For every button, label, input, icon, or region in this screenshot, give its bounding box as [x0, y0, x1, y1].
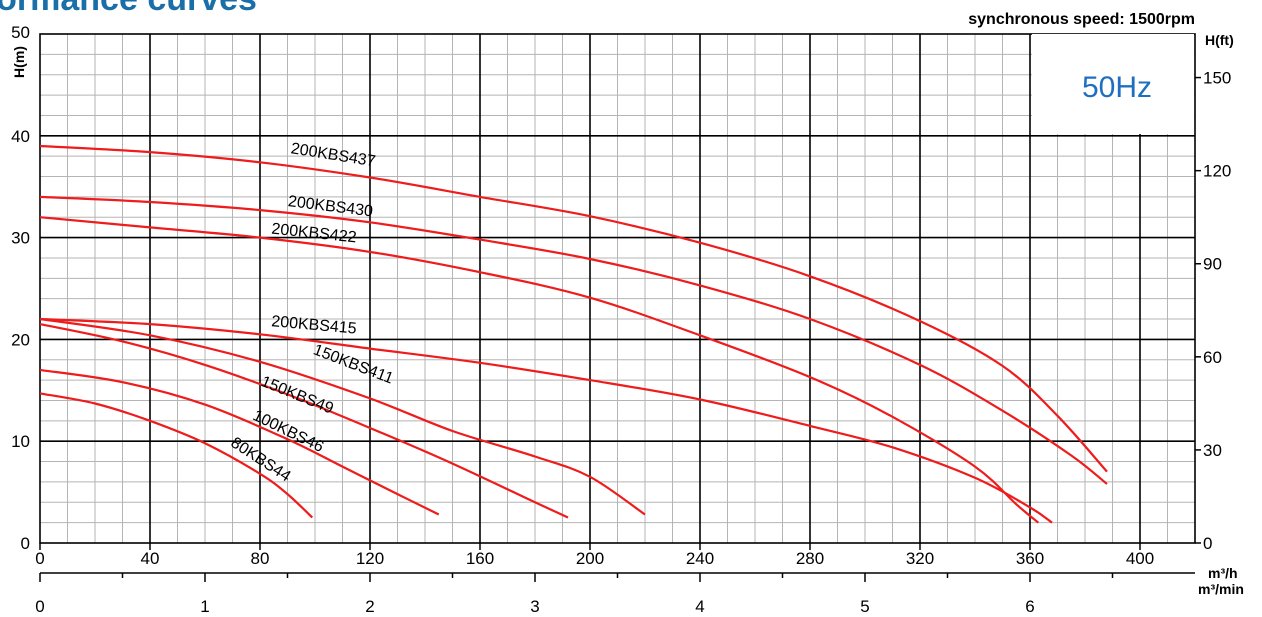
x-axis-label-secondary: m³/min	[1198, 581, 1244, 597]
curve-label-200KBS415: 200KBS415	[271, 313, 358, 337]
plot-frame	[39, 33, 1196, 544]
x-tick-label: 160	[466, 549, 494, 568]
minor-grid	[40, 34, 1196, 543]
x-tick-label: 280	[796, 549, 824, 568]
badge-box	[1032, 34, 1194, 134]
y-tick-label-right: 120	[1203, 162, 1231, 181]
curve-200KBS430	[39, 195, 1108, 485]
secondary-x-tick-label: 6	[1025, 597, 1034, 616]
y-tick-label-left: 40	[11, 127, 30, 146]
frequency-badge: 50Hz	[1082, 71, 1152, 104]
x-tick-label: 360	[1016, 549, 1044, 568]
curve-200KBS422	[39, 216, 1039, 524]
x-axis-label: m³/h	[1208, 565, 1238, 581]
chart-title: Performance curves	[0, 0, 257, 18]
curve-150KBS411	[39, 317, 646, 516]
secondary-x-tick-label: 4	[695, 597, 704, 616]
x-tick-label: 80	[251, 549, 270, 568]
y-tick-label-right: 90	[1203, 255, 1222, 274]
x-tick-label: 320	[906, 549, 934, 568]
secondary-x-tick-label: 3	[530, 597, 539, 616]
secondary-x-tick-label: 1	[200, 597, 209, 616]
x-tick-label: 0	[35, 549, 44, 568]
x-tick-label: 120	[356, 549, 384, 568]
y-tick-label-right: 30	[1203, 441, 1222, 460]
curve-label-200KBS437: 200KBS437	[290, 140, 377, 170]
curve-200KBS415	[39, 317, 1053, 524]
x-tick-label: 200	[576, 549, 604, 568]
curve-100KBS46	[39, 368, 440, 516]
y-tick-label-left: 20	[11, 330, 30, 349]
curve-label-200KBS422: 200KBS422	[271, 221, 358, 247]
curve-label-150KBS411: 150KBS411	[311, 342, 396, 388]
y-tick-label-left: 0	[21, 534, 30, 553]
secondary-x-tick-label: 2	[365, 597, 374, 616]
curve-200KBS437	[39, 144, 1108, 473]
y-tick-label-left: 50	[11, 23, 30, 42]
y-axis-label-right: H(ft)	[1205, 32, 1234, 48]
secondary-x-tick-label: 5	[860, 597, 869, 616]
curve-80KBS44	[39, 392, 314, 519]
chart-subtitle: synchronous speed: 1500rpm	[968, 11, 1195, 28]
y-tick-label-left: 10	[11, 432, 30, 451]
x-tick-label: 400	[1126, 549, 1154, 568]
y-tick-label-right: 150	[1203, 69, 1231, 88]
y-tick-label-right: 60	[1203, 348, 1222, 367]
secondary-x-tick-label: 0	[35, 597, 44, 616]
y-axis-label-left: H(m)	[11, 46, 27, 78]
curve-150KBS49	[39, 323, 569, 519]
y-tick-label-left: 30	[11, 229, 30, 248]
x-tick-label: 40	[141, 549, 160, 568]
curves	[39, 144, 1108, 524]
y-tick-label-right: 0	[1203, 534, 1212, 553]
x-tick-label: 240	[686, 549, 714, 568]
